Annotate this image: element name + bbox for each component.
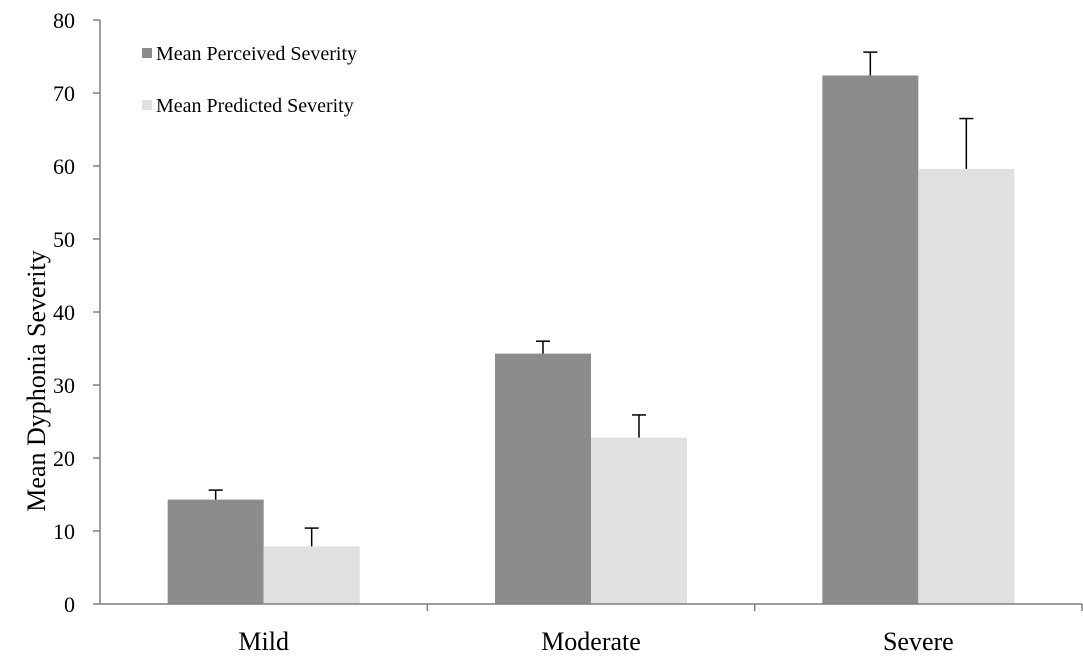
- bar: [495, 353, 591, 604]
- x-axis-ticks: [426, 604, 1083, 611]
- legend-label: Mean Predicted Severity: [156, 95, 354, 117]
- x-tick-label: Moderate: [541, 627, 641, 656]
- y-tick-label: 20: [53, 446, 75, 471]
- legend-swatch: [142, 100, 152, 110]
- y-tick-label: 60: [53, 154, 75, 179]
- y-tick-label: 40: [53, 300, 75, 325]
- bar: [591, 437, 687, 604]
- x-tick-label: Severe: [883, 627, 954, 656]
- y-tick-label: 50: [53, 227, 75, 252]
- y-tick-label: 70: [53, 81, 75, 106]
- x-tick-label: Mild: [238, 627, 289, 656]
- x-axis-labels: Mild Moderate Severe: [238, 627, 953, 656]
- y-tick-label: 30: [53, 373, 75, 398]
- bar: [167, 499, 264, 604]
- y-axis-ticks: 0 10 20 30 40 50 60 70 80: [53, 8, 100, 617]
- legend: Mean Perceived Severity Mean Predicted Se…: [142, 43, 357, 117]
- legend-swatch: [142, 48, 152, 58]
- legend-label: Mean Perceived Severity: [156, 43, 357, 65]
- bar: [918, 168, 1015, 605]
- bar: [822, 75, 919, 605]
- error-bars: [208, 51, 974, 547]
- y-tick-label: 0: [64, 592, 75, 617]
- bars: [167, 75, 1015, 605]
- bar: [263, 546, 360, 604]
- y-tick-label: 80: [53, 8, 75, 33]
- y-axis-label: Mean Dyphonia Severity: [22, 250, 51, 511]
- y-tick-label: 10: [53, 519, 75, 544]
